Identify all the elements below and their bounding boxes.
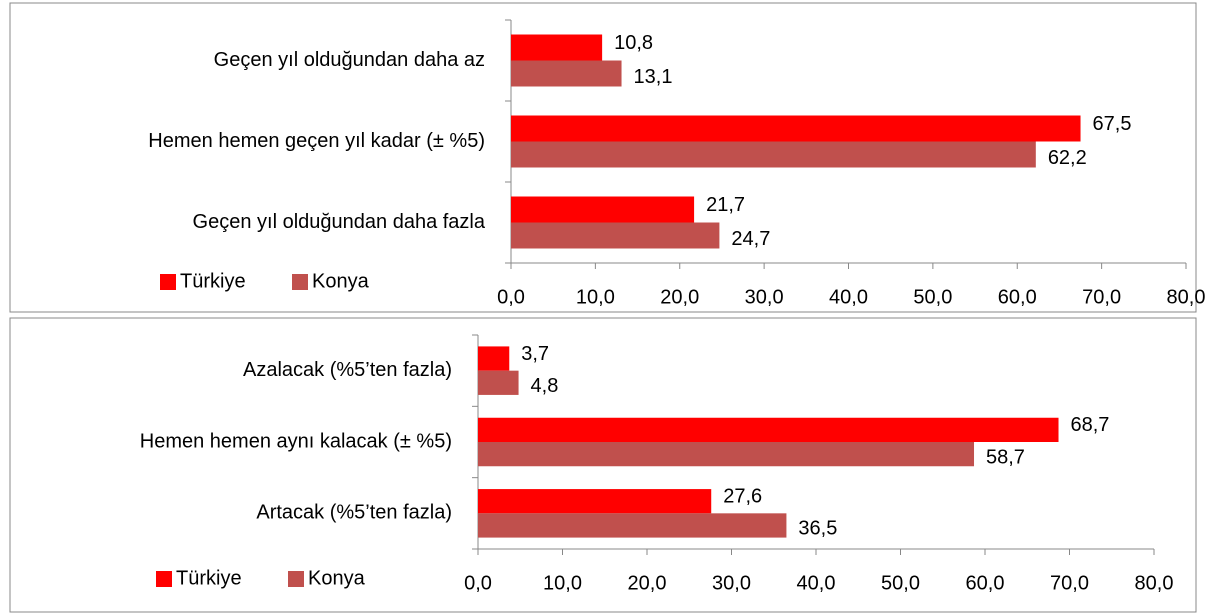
x-tick-label: 0,0 — [464, 572, 492, 594]
x-tick-label: 80,0 — [1135, 572, 1174, 594]
value-label: 24,7 — [731, 228, 770, 250]
category-label: Geçen yıl olduğundan daha fazla — [193, 211, 486, 233]
legend-label: Konya — [308, 567, 366, 589]
value-label: 3,7 — [521, 343, 549, 365]
x-tick-label: 60,0 — [998, 286, 1037, 308]
legend-swatch — [156, 571, 172, 587]
bar — [478, 442, 975, 467]
bar — [478, 370, 519, 395]
bar — [478, 417, 1059, 442]
value-label: 13,1 — [634, 66, 673, 88]
legend-label: Konya — [312, 270, 370, 292]
value-label: 36,5 — [798, 518, 837, 540]
bar — [478, 513, 787, 538]
bar — [511, 34, 603, 61]
category-label: Artacak (%5’ten fazla) — [256, 502, 452, 524]
value-label: 58,7 — [986, 446, 1025, 468]
value-label: 67,5 — [1093, 113, 1132, 135]
bar — [511, 222, 720, 249]
bar — [511, 60, 622, 87]
value-label: 21,7 — [706, 194, 745, 216]
legend-swatch — [292, 274, 308, 290]
x-tick-label: 50,0 — [881, 572, 920, 594]
value-label: 10,8 — [614, 32, 653, 54]
x-tick-label: 40,0 — [797, 572, 836, 594]
bar — [511, 196, 695, 223]
x-tick-label: 70,0 — [1082, 286, 1121, 308]
value-label: 62,2 — [1048, 147, 1087, 169]
x-tick-label: 0,0 — [497, 286, 525, 308]
legend-label: Türkiye — [180, 270, 246, 292]
legend-swatch — [288, 571, 304, 587]
bar — [511, 141, 1036, 168]
value-label: 4,8 — [531, 375, 559, 397]
x-tick-label: 20,0 — [628, 572, 667, 594]
x-tick-label: 70,0 — [1050, 572, 1089, 594]
x-tick-label: 10,0 — [543, 572, 582, 594]
x-tick-label: 10,0 — [576, 286, 615, 308]
category-label: Geçen yıl olduğundan daha az — [214, 49, 485, 71]
x-tick-label: 60,0 — [966, 572, 1005, 594]
x-tick-label: 40,0 — [829, 286, 868, 308]
bar — [478, 346, 510, 371]
x-tick-label: 30,0 — [712, 572, 751, 594]
category-label: Hemen hemen geçen yıl kadar (± %5) — [148, 130, 485, 152]
x-tick-label: 80,0 — [1167, 286, 1206, 308]
category-label: Azalacak (%5’ten fazla) — [243, 359, 452, 381]
x-tick-label: 30,0 — [745, 286, 784, 308]
bar — [511, 115, 1081, 142]
value-label: 68,7 — [1071, 414, 1110, 436]
bar — [478, 489, 712, 514]
value-label: 27,6 — [723, 485, 762, 507]
x-tick-label: 50,0 — [913, 286, 952, 308]
legend-swatch — [160, 274, 176, 290]
x-tick-label: 20,0 — [660, 286, 699, 308]
category-label: Hemen hemen aynı kalacak (± %5) — [140, 430, 452, 452]
legend-label: Türkiye — [176, 567, 242, 589]
